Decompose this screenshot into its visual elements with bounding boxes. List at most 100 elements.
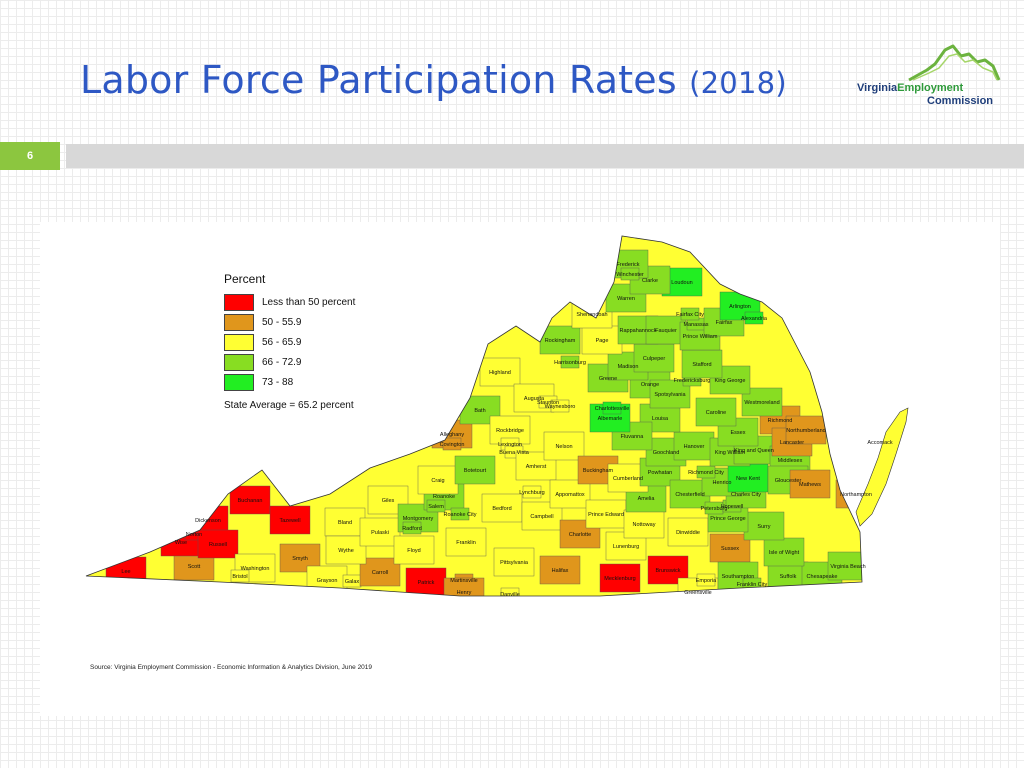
county-region xyxy=(550,399,570,413)
county-label: Salem xyxy=(428,504,444,510)
county-label: Lexington xyxy=(498,442,522,448)
county-label: Prince George xyxy=(710,516,745,522)
county-label: Danville xyxy=(500,592,520,598)
county-label: Montgomery xyxy=(403,516,434,522)
county-label: Powhatan xyxy=(648,470,672,476)
page-title: Labor Force Participation Rates (2018) xyxy=(80,58,787,102)
county-label: Southampton xyxy=(722,574,755,580)
county-label: Wythe xyxy=(338,548,354,554)
county-region xyxy=(581,325,623,355)
legend-swatch xyxy=(224,293,254,311)
county-region xyxy=(620,267,640,281)
county-label: Rappahannock xyxy=(619,328,656,334)
virginia-county-map: Lee Scott Wise Norton Dickenson Buchanan Russe… xyxy=(85,235,909,598)
county-region xyxy=(229,485,271,515)
legend-item: Less than 50 percent xyxy=(224,292,355,312)
logo-word-employment: Employment xyxy=(897,82,964,94)
legend-label: 50 - 55.9 xyxy=(262,316,302,328)
county-label: Culpeper xyxy=(643,356,665,362)
logo-wordmark: VirginiaEmployment xyxy=(857,82,963,94)
county-label: Harrisonburg xyxy=(554,360,586,366)
county-region xyxy=(405,567,447,596)
county-label: Accomack xyxy=(867,440,893,446)
county-region xyxy=(445,527,487,557)
county-label: Sussex xyxy=(721,546,739,552)
county-label: Buckingham xyxy=(583,468,614,474)
county-label: Lynchburg xyxy=(519,490,544,496)
county-label: Richmond xyxy=(768,418,793,424)
legend-label: 66 - 72.9 xyxy=(262,356,302,368)
county-region xyxy=(789,469,831,499)
county-label: Isle of Wight xyxy=(769,550,800,556)
county-label: Roanoke xyxy=(433,494,455,500)
county-label: Nottoway xyxy=(633,522,656,528)
county-label: Amelia xyxy=(638,496,656,502)
county-region xyxy=(602,401,622,415)
county-region xyxy=(493,547,535,577)
county-label: Mathews xyxy=(799,482,821,488)
county-label: Franklin City xyxy=(737,582,768,588)
county-region xyxy=(633,343,675,373)
county-label: Fauquier xyxy=(655,328,677,334)
county-label: Suffolk xyxy=(780,574,797,580)
county-label: Radford xyxy=(402,526,422,532)
eastern-shore-region xyxy=(855,407,909,527)
county-label: Greensville xyxy=(684,590,712,596)
county-label: Fluvanna xyxy=(621,434,645,440)
county-label: Fairfax City xyxy=(676,312,704,318)
source-note: Source: Virginia Employment Commission -… xyxy=(90,664,373,671)
legend-label: Less than 50 percent xyxy=(262,296,356,308)
county-label: Floyd xyxy=(407,548,420,554)
legend-item: 66 - 72.9 xyxy=(224,352,355,372)
county-label: Craig xyxy=(431,478,444,484)
county-label: Waynesboro xyxy=(545,404,576,410)
county-region xyxy=(325,535,367,565)
county-label: Tazewell xyxy=(279,518,300,524)
county-label: Hopewell xyxy=(721,504,744,510)
county-region xyxy=(599,563,641,593)
county-region xyxy=(522,485,542,499)
county-region xyxy=(696,573,716,587)
county-label: Grayson xyxy=(317,578,338,584)
county-label: Manassas xyxy=(683,322,708,328)
state-average-note: State Average = 65.2 percent xyxy=(224,400,354,411)
county-label: Dickenson xyxy=(195,518,221,524)
county-label: Richmond City xyxy=(688,470,724,476)
county-region xyxy=(743,511,785,541)
county-label: Northumberland xyxy=(786,428,825,434)
legend-swatch xyxy=(224,333,254,351)
county-label: Galax xyxy=(345,579,360,585)
county-label: Dinwiddie xyxy=(676,530,700,536)
county-label: Alleghany xyxy=(440,432,464,438)
county-region xyxy=(623,509,665,539)
county-region xyxy=(560,355,580,369)
county-label: Halifax xyxy=(552,568,569,574)
page-number-bar: 6 xyxy=(0,142,1024,170)
county-label: Covington xyxy=(440,442,465,448)
county-region xyxy=(673,431,715,461)
title-text: Labor Force Participation Rates xyxy=(80,58,677,102)
county-label: Lunenburg xyxy=(613,544,639,550)
county-label: Arlington xyxy=(729,304,751,310)
county-label: Rockbridge xyxy=(496,428,524,434)
logo-word-commission: Commission xyxy=(927,95,994,107)
county-region xyxy=(827,551,862,581)
county-label: Carroll xyxy=(372,570,388,576)
county-label: Norton xyxy=(186,532,203,538)
county-label: Charlottesville xyxy=(595,406,630,412)
county-label: Bland xyxy=(338,520,352,526)
county-label: Giles xyxy=(382,498,395,504)
county-label: Charlotte xyxy=(569,532,591,538)
county-label: Virginia Beach xyxy=(830,564,865,570)
legend-item: 50 - 55.9 xyxy=(224,312,355,332)
title-year: (2018) xyxy=(689,66,787,100)
county-label: Shenandoah xyxy=(576,312,607,318)
county-region xyxy=(500,587,520,596)
legend-label: 56 - 65.9 xyxy=(262,336,302,348)
county-label: Fairfax xyxy=(716,320,733,326)
county-label: Emporia xyxy=(696,578,717,584)
county-label: Frederick xyxy=(617,262,640,268)
county-label: Surry xyxy=(757,524,770,530)
county-region xyxy=(709,533,751,563)
county-region xyxy=(709,365,751,395)
